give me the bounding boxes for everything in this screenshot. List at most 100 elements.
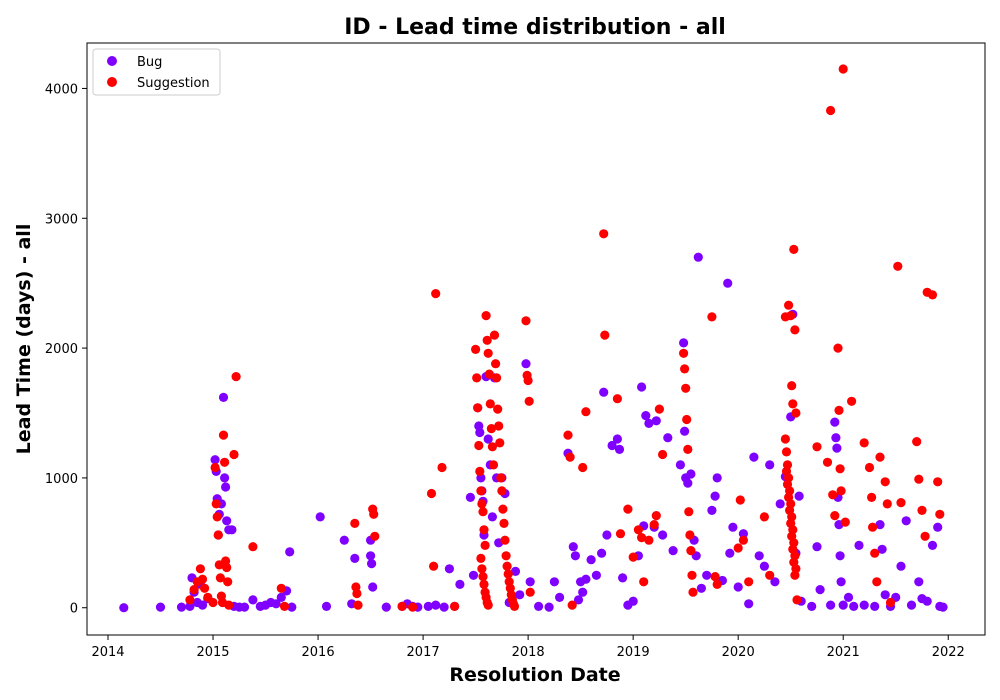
- point-suggestion-126: [738, 535, 749, 545]
- point-bug-106: [658, 530, 668, 540]
- plot-frame: [86, 42, 986, 636]
- point-bug-128: [738, 529, 749, 539]
- point-bug-0: [119, 603, 129, 613]
- point-suggestion-102: [628, 552, 638, 562]
- point-bug-89: [591, 570, 602, 580]
- point-suggestion-93: [565, 452, 575, 462]
- point-bug-18: [221, 482, 231, 492]
- point-suggestion-70: [501, 551, 511, 561]
- point-suggestion-64: [495, 438, 505, 448]
- point-suggestion-131: [784, 300, 794, 310]
- point-bug-87: [581, 574, 591, 584]
- point-bug-29: [271, 599, 281, 609]
- point-bug-8: [197, 600, 208, 610]
- point-suggestion-62: [493, 404, 503, 414]
- point-suggestion-114: [682, 414, 692, 425]
- point-bug-17: [220, 473, 230, 483]
- point-bug-94: [612, 434, 623, 444]
- point-bug-113: [683, 478, 693, 488]
- point-suggestion-21: [224, 600, 234, 610]
- point-suggestion-156: [789, 557, 799, 567]
- point-suggestion-45: [475, 466, 485, 476]
- point-bug-21: [227, 525, 237, 535]
- point-bug-118: [696, 583, 707, 593]
- point-bug-36: [339, 535, 349, 545]
- point-suggestion-36: [426, 488, 437, 499]
- point-suggestion-115: [683, 444, 693, 454]
- point-bug-88: [586, 555, 596, 565]
- point-suggestion-87: [521, 316, 531, 326]
- point-suggestion-50: [480, 540, 490, 551]
- point-bug-161: [880, 590, 890, 600]
- point-suggestion-97: [599, 229, 609, 239]
- point-bug-152: [836, 577, 846, 587]
- point-suggestion-136: [790, 325, 800, 335]
- point-bug-42: [368, 582, 378, 592]
- point-bug-82: [568, 542, 578, 552]
- point-suggestion-180: [885, 597, 896, 608]
- point-suggestion-113: [681, 383, 691, 393]
- point-bug-144: [815, 585, 825, 595]
- y-axis-ticks: 0 1000 2000 3000 4000: [45, 82, 87, 617]
- point-suggestion-90: [524, 396, 534, 406]
- point-suggestion-20: [223, 577, 233, 587]
- point-bug-145: [826, 600, 836, 610]
- point-bug-96: [618, 573, 628, 583]
- point-suggestion-82: [479, 579, 489, 590]
- point-bug-16: [218, 392, 229, 402]
- point-suggestion-16: [218, 430, 229, 440]
- point-suggestion-120: [688, 587, 698, 597]
- point-suggestion-72: [503, 569, 513, 579]
- point-bug-66: [487, 512, 497, 522]
- point-suggestion-154: [787, 531, 797, 541]
- point-suggestion-78: [509, 601, 520, 612]
- point-suggestion-112: [680, 364, 690, 374]
- point-suggestion-99: [612, 394, 623, 404]
- point-bug-109: [675, 460, 686, 470]
- point-bug-95: [614, 444, 625, 454]
- point-bug-64: [483, 434, 493, 444]
- x-axis-ticks: 2014 2015 2016 2017 2018 2019 2020 2021 2022: [91, 635, 965, 660]
- point-bug-107: [663, 433, 673, 443]
- y-tick-label-1000: 1000: [45, 472, 78, 487]
- point-bug-154: [843, 592, 854, 603]
- point-suggestion-123: [712, 579, 722, 590]
- point-bug-153: [838, 600, 848, 610]
- point-bug-127: [733, 582, 743, 592]
- point-suggestion-5: [200, 583, 210, 593]
- point-suggestion-176: [872, 577, 882, 587]
- point-suggestion-33: [370, 531, 380, 541]
- point-suggestion-174: [868, 522, 878, 532]
- point-suggestion-178: [880, 477, 890, 487]
- point-suggestion-54: [484, 369, 494, 379]
- y-tick-label-3000: 3000: [45, 212, 78, 227]
- point-suggestion-184: [914, 474, 924, 484]
- point-suggestion-71: [502, 561, 512, 571]
- point-suggestion-60: [491, 359, 501, 369]
- point-suggestion-134: [788, 399, 798, 409]
- point-suggestion-101: [623, 504, 633, 514]
- point-suggestion-19: [222, 562, 232, 573]
- point-bug-90: [597, 548, 607, 558]
- point-bug-25: [248, 595, 258, 605]
- point-suggestion-150: [782, 479, 793, 489]
- point-suggestion-30: [353, 600, 363, 610]
- point-bug-100: [637, 382, 647, 392]
- point-bug-73: [510, 566, 521, 577]
- legend-label-suggestion: Suggestion: [137, 76, 210, 91]
- x-tick-label-2018: 2018: [512, 645, 545, 660]
- chart-title: ID - Lead time distribution - all: [344, 15, 726, 40]
- point-suggestion-105: [639, 577, 649, 587]
- point-bug-48: [423, 601, 433, 612]
- point-bug-50: [439, 602, 449, 612]
- point-bug-103: [644, 418, 654, 428]
- point-suggestion-137: [791, 408, 801, 418]
- point-bug-35: [321, 601, 332, 612]
- x-tick-label-2017: 2017: [407, 645, 440, 660]
- point-suggestion-171: [859, 438, 869, 448]
- point-bug-78: [544, 602, 554, 612]
- point-bug-43: [381, 602, 391, 612]
- point-suggestion-56: [486, 424, 496, 434]
- point-suggestion-66: [497, 486, 507, 496]
